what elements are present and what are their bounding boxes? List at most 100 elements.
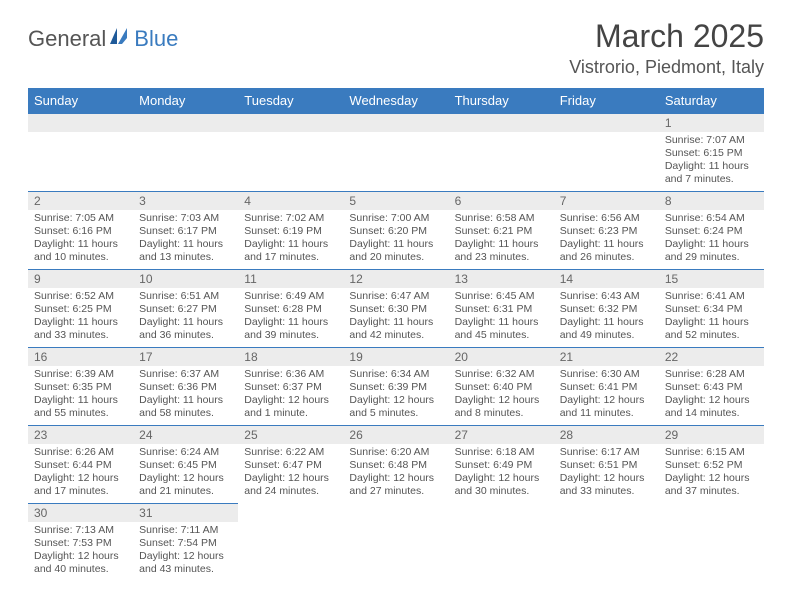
daylight-text: Daylight: 12 hours and 17 minutes. (34, 472, 127, 498)
daylight-text: Daylight: 11 hours and 39 minutes. (244, 316, 337, 342)
day-number: 4 (238, 192, 343, 210)
brand-part1: General (28, 26, 106, 52)
day-content: Sunrise: 6:34 AMSunset: 6:39 PMDaylight:… (343, 366, 448, 425)
calendar-day-cell: 13Sunrise: 6:45 AMSunset: 6:31 PMDayligh… (449, 270, 554, 348)
daylight-text: Daylight: 11 hours and 10 minutes. (34, 238, 127, 264)
daylight-text: Daylight: 11 hours and 20 minutes. (349, 238, 442, 264)
day-content: Sunrise: 6:47 AMSunset: 6:30 PMDaylight:… (343, 288, 448, 347)
page-title: March 2025 (569, 18, 764, 55)
day-number: 3 (133, 192, 238, 210)
day-number: 23 (28, 426, 133, 444)
weekday-header: Friday (554, 88, 659, 114)
sunset-text: Sunset: 6:36 PM (139, 381, 232, 394)
sunset-text: Sunset: 6:15 PM (665, 147, 758, 160)
daylight-text: Daylight: 12 hours and 37 minutes. (665, 472, 758, 498)
sunset-text: Sunset: 6:52 PM (665, 459, 758, 472)
daylight-text: Daylight: 12 hours and 27 minutes. (349, 472, 442, 498)
day-content: Sunrise: 6:18 AMSunset: 6:49 PMDaylight:… (449, 444, 554, 503)
calendar-week-row: 23Sunrise: 6:26 AMSunset: 6:44 PMDayligh… (28, 426, 764, 504)
day-number: 10 (133, 270, 238, 288)
day-number: 25 (238, 426, 343, 444)
day-number: 2 (28, 192, 133, 210)
brand-logo: General Blue (28, 24, 178, 54)
daylight-text: Daylight: 12 hours and 40 minutes. (34, 550, 127, 576)
sunset-text: Sunset: 6:44 PM (34, 459, 127, 472)
sunrise-text: Sunrise: 6:30 AM (560, 368, 653, 381)
daylight-text: Daylight: 11 hours and 29 minutes. (665, 238, 758, 264)
sunrise-text: Sunrise: 7:07 AM (665, 134, 758, 147)
daylight-text: Daylight: 11 hours and 36 minutes. (139, 316, 232, 342)
day-content: Sunrise: 7:00 AMSunset: 6:20 PMDaylight:… (343, 210, 448, 269)
day-content: Sunrise: 6:28 AMSunset: 6:43 PMDaylight:… (659, 366, 764, 425)
day-number: 12 (343, 270, 448, 288)
day-number: 6 (449, 192, 554, 210)
day-number: 13 (449, 270, 554, 288)
sunset-text: Sunset: 6:37 PM (244, 381, 337, 394)
day-number: 20 (449, 348, 554, 366)
calendar-body: 1 Sunrise: 7:07 AMSunset: 6:15 PM Daylight… (28, 114, 764, 582)
sunset-text: Sunset: 6:17 PM (139, 225, 232, 238)
day-number: 8 (659, 192, 764, 210)
sunset-text: Sunset: 6:49 PM (455, 459, 548, 472)
empty-day-strip (449, 114, 554, 132)
day-content: Sunrise: 6:26 AMSunset: 6:44 PMDaylight:… (28, 444, 133, 503)
calendar-day-cell: 15Sunrise: 6:41 AMSunset: 6:34 PMDayligh… (659, 270, 764, 348)
daylight-text: Daylight: 11 hours and 13 minutes. (139, 238, 232, 264)
daylight-text: Daylight: 11 hours and 45 minutes. (455, 316, 548, 342)
calendar-week-row: 30Sunrise: 7:13 AMSunset: 7:53 PMDayligh… (28, 504, 764, 582)
day-content: Sunrise: 7:13 AMSunset: 7:53 PMDaylight:… (28, 522, 133, 581)
sunset-text: Sunset: 6:28 PM (244, 303, 337, 316)
sunrise-text: Sunrise: 6:43 AM (560, 290, 653, 303)
weekday-header: Tuesday (238, 88, 343, 114)
sunrise-text: Sunrise: 6:54 AM (665, 212, 758, 225)
sunset-text: Sunset: 6:21 PM (455, 225, 548, 238)
daylight-text: Daylight: 11 hours and 55 minutes. (34, 394, 127, 420)
weekday-header: Sunday (28, 88, 133, 114)
sunrise-text: Sunrise: 7:13 AM (34, 524, 127, 537)
calendar-day-cell: 11Sunrise: 6:49 AMSunset: 6:28 PMDayligh… (238, 270, 343, 348)
empty-day-strip (238, 114, 343, 132)
day-number: 28 (554, 426, 659, 444)
daylight-text: Daylight: 12 hours and 11 minutes. (560, 394, 653, 420)
daylight-text: Daylight: 11 hours and 17 minutes. (244, 238, 337, 264)
day-content: Sunrise: 6:30 AMSunset: 6:41 PMDaylight:… (554, 366, 659, 425)
brand-part2: Blue (134, 26, 178, 52)
sunrise-text: Sunrise: 6:28 AM (665, 368, 758, 381)
sunset-text: Sunset: 6:20 PM (349, 225, 442, 238)
sunset-text: Sunset: 6:41 PM (560, 381, 653, 394)
sunrise-text: Sunrise: 6:18 AM (455, 446, 548, 459)
sunrise-text: Sunrise: 6:17 AM (560, 446, 653, 459)
title-block: March 2025 Vistrorio, Piedmont, Italy (569, 18, 764, 78)
calendar-day-cell: 1Sunrise: 7:07 AMSunset: 6:15 PMDaylight… (659, 114, 764, 192)
daylight-text: Daylight: 12 hours and 1 minute. (244, 394, 337, 420)
sunrise-text: Sunrise: 6:26 AM (34, 446, 127, 459)
calendar-day-cell: 18Sunrise: 6:36 AMSunset: 6:37 PMDayligh… (238, 348, 343, 426)
calendar-empty-cell (554, 504, 659, 582)
day-content: Sunrise: 6:41 AMSunset: 6:34 PMDaylight:… (659, 288, 764, 347)
calendar-empty-cell (449, 504, 554, 582)
calendar-day-cell: 3Sunrise: 7:03 AMSunset: 6:17 PMDaylight… (133, 192, 238, 270)
day-number: 1 (659, 114, 764, 132)
day-content: Sunrise: 7:05 AMSunset: 6:16 PMDaylight:… (28, 210, 133, 269)
calendar-day-cell: 5Sunrise: 7:00 AMSunset: 6:20 PMDaylight… (343, 192, 448, 270)
calendar-day-cell: 22Sunrise: 6:28 AMSunset: 6:43 PMDayligh… (659, 348, 764, 426)
header: General Blue March 2025 Vistrorio, Piedm… (28, 18, 764, 78)
sunset-text: Sunset: 6:32 PM (560, 303, 653, 316)
sunset-text: Sunset: 6:30 PM (349, 303, 442, 316)
calendar-day-cell: 17Sunrise: 6:37 AMSunset: 6:36 PMDayligh… (133, 348, 238, 426)
calendar-empty-cell (343, 504, 448, 582)
sunset-text: Sunset: 6:23 PM (560, 225, 653, 238)
daylight-text: Daylight: 12 hours and 5 minutes. (349, 394, 442, 420)
sunrise-text: Sunrise: 7:00 AM (349, 212, 442, 225)
sunrise-text: Sunrise: 7:05 AM (34, 212, 127, 225)
calendar-day-cell: 12Sunrise: 6:47 AMSunset: 6:30 PMDayligh… (343, 270, 448, 348)
sunset-text: Sunset: 6:27 PM (139, 303, 232, 316)
sunrise-text: Sunrise: 6:15 AM (665, 446, 758, 459)
sunrise-text: Sunrise: 6:47 AM (349, 290, 442, 303)
calendar-day-cell: 28Sunrise: 6:17 AMSunset: 6:51 PMDayligh… (554, 426, 659, 504)
calendar-table: SundayMondayTuesdayWednesdayThursdayFrid… (28, 88, 764, 582)
day-content: Sunrise: 7:03 AMSunset: 6:17 PMDaylight:… (133, 210, 238, 269)
day-number: 19 (343, 348, 448, 366)
day-number: 15 (659, 270, 764, 288)
calendar-day-cell: 7Sunrise: 6:56 AMSunset: 6:23 PMDaylight… (554, 192, 659, 270)
